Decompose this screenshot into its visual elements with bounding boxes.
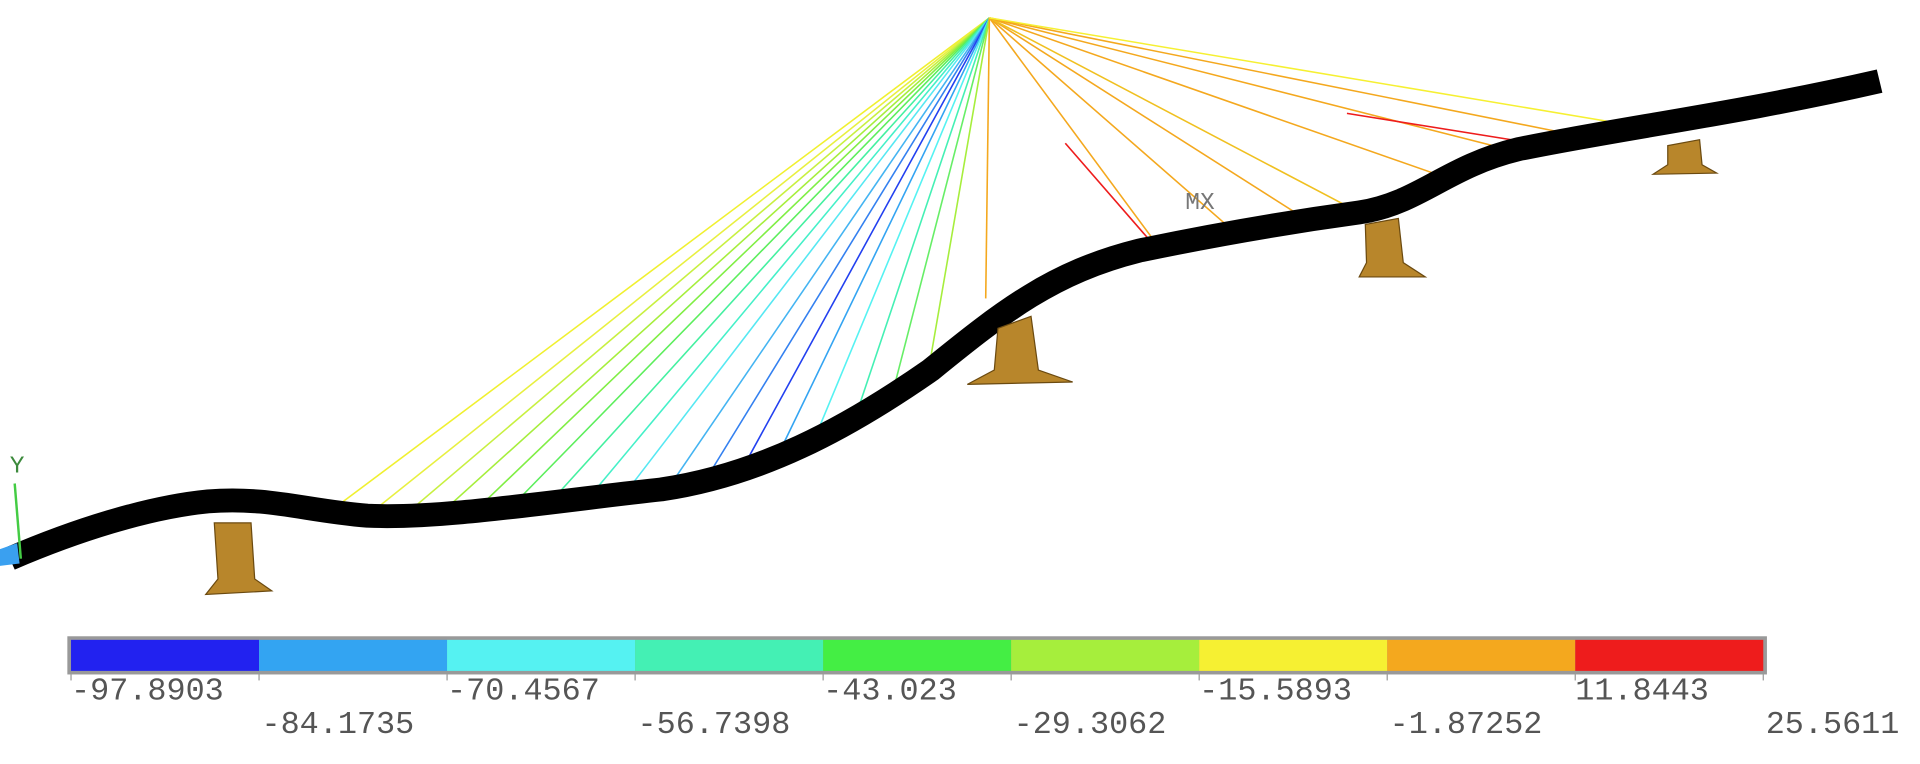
legend-label: -84.1735 (261, 708, 414, 743)
page: Y MX -97.8903 -84.1735 -70.4567 -56.7398 -43… (0, 0, 1920, 764)
legend-swatch (1387, 640, 1575, 671)
legend-swatch (635, 640, 823, 671)
legend-swatch (1199, 640, 1387, 671)
cable (1065, 143, 1161, 253)
legend-swatch (1575, 640, 1763, 671)
cable (624, 18, 989, 494)
legend-label: -43.023 (823, 675, 957, 710)
pier (1653, 140, 1717, 175)
cable (989, 18, 1604, 141)
cable (367, 18, 989, 516)
legend-label: -29.3062 (1014, 708, 1167, 743)
legend-label: -97.8903 (71, 675, 224, 710)
cable (441, 18, 990, 513)
legend-swatch (259, 640, 447, 671)
cables (331, 18, 1653, 516)
pier (206, 523, 272, 595)
max-label: MX (1185, 190, 1215, 217)
cable (588, 18, 990, 499)
cable (989, 18, 1653, 129)
viewport: Y MX -97.8903 -84.1735 -70.4567 -56.7398 -43… (0, 0, 1920, 764)
legend-swatch (447, 640, 635, 671)
cable (331, 18, 990, 511)
cable (989, 18, 1163, 253)
legend-label: -56.7398 (638, 708, 791, 743)
legend-label: 11.8443 (1575, 675, 1709, 710)
legend-label: -1.87252 (1390, 708, 1543, 743)
cable (989, 18, 1457, 182)
legend-swatch (823, 640, 1011, 671)
legend-swatch (1011, 640, 1199, 671)
pier (1359, 218, 1425, 276)
deck-end (0, 543, 20, 566)
cable (1347, 113, 1518, 140)
legend-label: -15.5893 (1199, 675, 1352, 710)
cable (989, 18, 1310, 222)
cable (514, 18, 989, 504)
legend: -97.8903 -84.1735 -70.4567 -56.7398 -43.023 -… (67, 636, 1899, 743)
cable (551, 18, 989, 501)
legend-swatch (71, 640, 259, 671)
cable (404, 18, 989, 516)
axis-label: Y (10, 454, 25, 481)
legend-label: -70.4567 (447, 675, 600, 710)
legend-label: 25.5611 (1766, 708, 1900, 743)
cable (989, 18, 1530, 155)
cable (986, 18, 990, 299)
cable (667, 18, 989, 490)
cable (989, 18, 1359, 213)
